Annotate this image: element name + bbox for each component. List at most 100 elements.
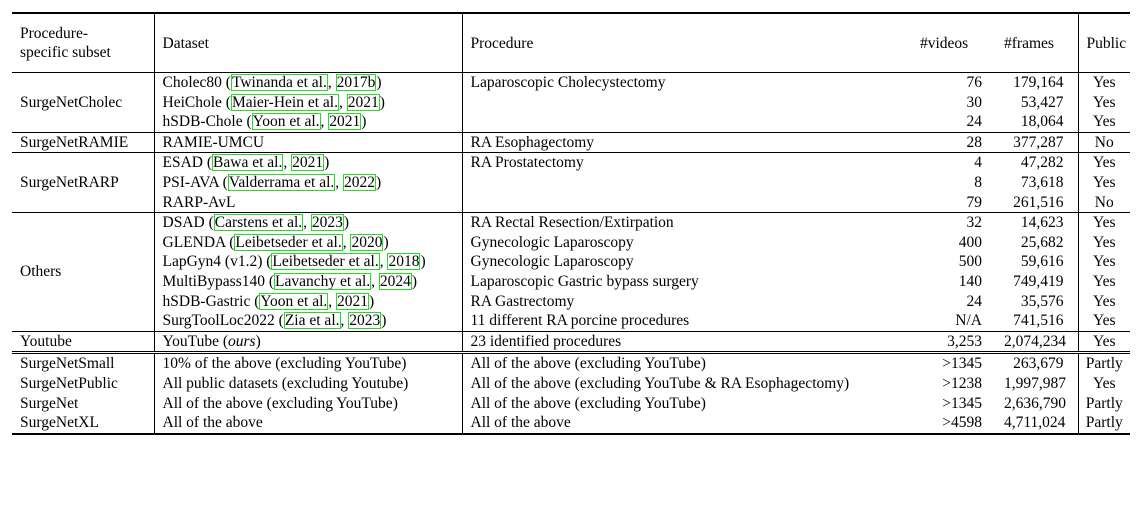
frames-cell: 377,287 [996, 131, 1079, 153]
dataset-name: RARP-AvL [162, 193, 236, 211]
dataset-cell: hSDB-Gastric (Yoon et al., 2021) [154, 291, 463, 312]
header-subset-line1: Procedure- [20, 25, 88, 42]
dataset-cell: All of the above [154, 413, 463, 435]
citation-author-link[interactable]: Bawa et al. [212, 154, 284, 172]
public-cell: Yes [1078, 212, 1130, 233]
public-cell: Yes [1092, 233, 1116, 251]
dataset-name: hSDB-Gastric [162, 292, 251, 310]
table-row: SurgeNetSmall 10% of the above (excluding… [12, 351, 1130, 374]
citation-year-link[interactable]: 2018 [387, 253, 421, 271]
table-row: hSDB-Chole (Yoon et al., 2021) 24 18,064 Ye… [12, 112, 1130, 133]
citation-year-link[interactable]: 2024 [378, 272, 412, 290]
procedure-cell: Laparoscopic Cholecystectomy [462, 71, 912, 93]
dataset-name: RAMIE-UMCU [162, 133, 265, 151]
frames-cell: 2,074,234 [996, 330, 1079, 353]
dataset-cell: All of the above (excluding YouTube) [154, 393, 463, 414]
subset-cell: SurgeNetSmall [12, 351, 155, 374]
citation-author-link[interactable]: Valderrama et al. [227, 173, 336, 191]
videos-cell: 3,253 [912, 330, 996, 353]
procedure-cell: All of the above (excluding YouTube) [462, 351, 912, 374]
public-cell: Yes [1092, 113, 1116, 131]
table-row: SurgeNetRAMIE RAMIE-UMCU RA Esophagectomy 2… [12, 131, 1130, 153]
dataset-cell: RARP-AvL [154, 192, 463, 213]
frames-cell: 14,623 [996, 212, 1079, 233]
videos-cell: 76 [912, 71, 996, 93]
videos-cell: 32 [912, 212, 996, 233]
frames-cell: 47,282 [996, 152, 1079, 173]
frames-cell: 18,064 [996, 112, 1079, 133]
videos-cell: >4598 [912, 413, 996, 435]
citation-year-link[interactable]: 2023 [310, 214, 344, 232]
subset-cell: SurgeNetPublic [12, 373, 155, 394]
dataset-suffix: ours [228, 332, 256, 350]
table-row: SurgToolLoc2022 (Zia et al., 2023) 11 dif… [12, 311, 1130, 332]
citation-author-link[interactable]: Twinanda et al. [230, 74, 328, 91]
procedure-cell: All of the above [462, 413, 912, 435]
procedure-cell: Gynecologic Laparoscopy [470, 233, 634, 251]
dataset-name: HeiChole [162, 93, 222, 111]
dataset-cell: SurgToolLoc2022 (Zia et al., 2023) [154, 311, 463, 332]
videos-cell: 30 [966, 93, 983, 111]
citation-author-link[interactable]: Carstens et al. [213, 214, 304, 232]
videos-cell: >1345 [942, 394, 982, 412]
table-row: Youtube YouTube (ours) 23 identified proce… [12, 330, 1130, 353]
frames-cell: 35,576 [996, 291, 1079, 312]
dataset-name: MultiBypass140 [162, 272, 265, 290]
citation-year-link[interactable]: 2021 [336, 292, 370, 310]
table-row: SurgeNetRARP ESAD (Bawa et al., 2021) RA P… [12, 152, 1130, 213]
procedure-cell [462, 112, 912, 132]
subset-cell: SurgeNetRARP [12, 152, 155, 213]
header-public: Public [1078, 12, 1130, 73]
dataset-cell: All public datasets (excluding Youtube) [154, 373, 463, 394]
table-row: SurgeNetXL All of the above All of the abo… [12, 413, 1130, 435]
table-row: MultiBypass140 (Lavanchy et al., 2024) La… [12, 271, 1130, 292]
citation-year-link[interactable]: 2023 [348, 312, 382, 330]
table-row: RARP-AvL 79 261,516 No [12, 192, 1130, 213]
procedure-cell [462, 193, 912, 213]
dataset-cell: hSDB-Chole (Yoon et al., 2021) [154, 112, 463, 133]
procedure-cell [462, 173, 912, 193]
header-subset: Procedure-specific subset [12, 12, 155, 73]
header-procedure: Procedure [462, 12, 912, 73]
procedure-cell: RA Prostatectomy [462, 152, 912, 173]
dataset-cell: RAMIE-UMCU [154, 131, 463, 153]
dataset-name: GLENDA [162, 233, 226, 251]
table-row: hSDB-Gastric (Yoon et al., 2021) RA Gastr… [12, 291, 1130, 312]
public-cell: Yes [1092, 93, 1116, 111]
table-body: SurgeNetCholec Cholec80 (Twinanda et al.,… [12, 71, 1130, 435]
public-cell: Partly [1078, 351, 1130, 374]
procedure-cell: RA Gastrectomy [470, 292, 575, 310]
dataset-cell: Cholec80 (Twinanda et al., 2017b) [154, 71, 463, 93]
dataset-cell: ESAD (Bawa et al., 2021) [154, 152, 463, 173]
dataset-cell: LapGyn4 (v1.2) (Leibetseder et al., 2018… [154, 252, 463, 272]
dataset-name: ESAD [162, 154, 203, 172]
dataset-name: hSDB-Chole [162, 113, 243, 131]
table-row: SurgeNetPublic All public datasets (exclu… [12, 373, 1130, 394]
subset-cell: Others [12, 212, 155, 332]
public-cell: Yes [1078, 71, 1130, 93]
citation-author-link[interactable]: Zia et al. [283, 312, 341, 330]
frames-cell: 4,711,024 [996, 413, 1079, 435]
citation-author-link[interactable]: Maier-Hein et al. [230, 93, 339, 111]
citation-year-link[interactable]: 2017b [335, 74, 377, 91]
citation-year-link[interactable]: 2021 [328, 113, 362, 131]
videos-cell: 79 [966, 193, 983, 211]
citation-author-link[interactable]: Leibetseder et al. [271, 253, 380, 271]
citation-author-link[interactable]: Yoon et al. [259, 292, 329, 310]
frames-cell: 741,516 [996, 311, 1079, 332]
citation-year-link[interactable]: 2021 [291, 154, 325, 172]
dataset-name: DSAD [162, 214, 205, 232]
citation-year-link[interactable]: 2021 [346, 93, 380, 111]
table-row: SurgeNetCholec Cholec80 (Twinanda et al.,… [12, 71, 1130, 133]
citation-author-link[interactable]: Yoon et al. [251, 113, 321, 131]
citation-author-link[interactable]: Leibetseder et al. [234, 233, 343, 251]
citation-year-link[interactable]: 2022 [343, 173, 377, 191]
dataset-name: Cholec80 [162, 74, 222, 91]
dataset-name: YouTube [162, 332, 219, 350]
table-row: HeiChole (Maier-Hein et al., 2021) 30 53,4… [12, 92, 1130, 113]
public-cell: Yes [1092, 292, 1116, 310]
citation-author-link[interactable]: Lavanchy et al. [274, 272, 372, 290]
citation-year-link[interactable]: 2020 [350, 233, 384, 251]
dataset-cell: HeiChole (Maier-Hein et al., 2021) [154, 92, 463, 113]
procedure-cell: Gynecologic Laparoscopy [470, 253, 634, 271]
